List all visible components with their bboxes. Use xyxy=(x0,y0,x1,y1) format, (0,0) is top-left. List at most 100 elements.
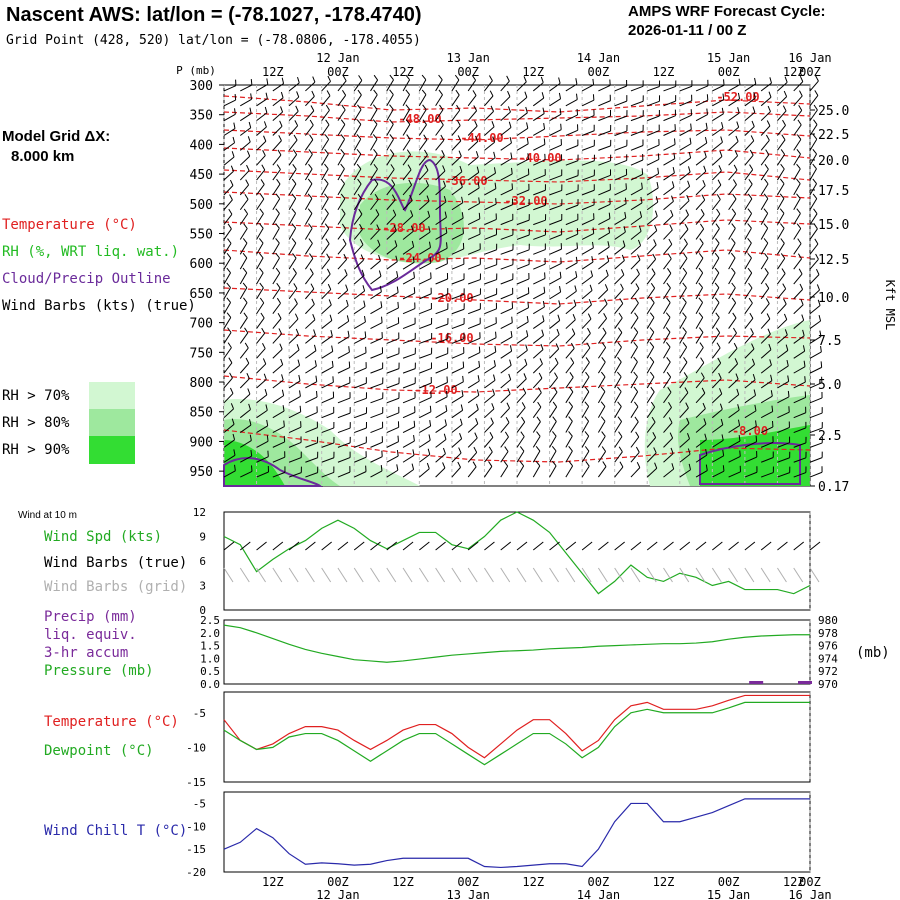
wind-barb xyxy=(663,172,675,181)
wind-barb xyxy=(679,317,687,329)
wind-barb xyxy=(354,397,367,404)
wind-barb xyxy=(467,380,480,389)
wind-barb-flag xyxy=(780,253,786,259)
wind-barb xyxy=(793,335,805,344)
wind-barb-flag xyxy=(737,92,741,99)
wind-barb xyxy=(402,411,416,419)
wind-barb xyxy=(240,440,252,448)
wind-barb xyxy=(646,406,656,418)
wind-barb xyxy=(239,424,252,433)
wind-barb-flag xyxy=(701,194,706,201)
wind-barb-flag xyxy=(804,376,806,383)
wind-barb xyxy=(451,186,463,196)
wind-barb-flag xyxy=(395,255,398,262)
wind-barb xyxy=(614,174,627,181)
wind-barb-flag xyxy=(442,447,446,454)
wind-barb xyxy=(712,113,724,122)
wind-barb xyxy=(288,168,297,181)
wind-barb xyxy=(533,234,546,240)
wind-barb xyxy=(711,213,721,225)
wind-barb xyxy=(614,391,622,404)
wind-barb xyxy=(223,99,236,107)
wind-barb xyxy=(321,397,334,404)
rh80-label: RH > 80% xyxy=(2,415,70,431)
wind-barb xyxy=(288,334,299,344)
wind-barb xyxy=(581,218,595,226)
wind-barb xyxy=(695,156,707,166)
wind-barb xyxy=(516,307,529,315)
wind-barb-flag xyxy=(540,76,544,83)
wind-barb xyxy=(598,203,611,211)
wind-barb xyxy=(663,287,671,300)
wind-barb-flag xyxy=(802,345,806,352)
wind-barb-flag xyxy=(600,371,606,378)
wind-barb-10m xyxy=(272,541,284,551)
wind-barb-flag xyxy=(389,89,394,95)
wind-barb xyxy=(744,111,756,122)
wind-barb-flag xyxy=(751,120,755,127)
wind-barb-flag xyxy=(667,253,672,260)
wind-barb-flag xyxy=(604,298,608,305)
wind-barb-flag xyxy=(571,328,576,335)
wind-barb xyxy=(435,263,448,270)
wind-barb xyxy=(386,338,400,344)
wind-barb-flag xyxy=(429,257,432,264)
wind-barb-flag xyxy=(341,104,346,111)
wind-barb xyxy=(630,302,639,315)
wind-barb xyxy=(239,127,252,136)
wind-barb xyxy=(321,471,334,478)
wind-barb-flag xyxy=(633,342,638,348)
wind-barb-flag xyxy=(685,402,689,409)
wind-barb-flag xyxy=(765,283,770,289)
wind-barb xyxy=(744,364,755,374)
legend-cloud-outline: Cloud/Precip Outline xyxy=(2,271,171,287)
wind-barb xyxy=(272,287,281,300)
windchill-tick-label: -10 xyxy=(186,820,206,833)
date-label-bottom: 14 Jan xyxy=(577,888,620,900)
wind-barb-flag xyxy=(554,372,558,378)
wind-barb-grid xyxy=(484,567,494,583)
wind-barb-flag xyxy=(373,149,378,155)
wind-barb xyxy=(598,189,611,196)
wind-barb xyxy=(516,392,527,404)
wind-barb-flag xyxy=(552,431,557,437)
wind-barb-flag xyxy=(559,286,562,293)
wind-barb-flag xyxy=(458,447,462,454)
wind-barb xyxy=(646,302,655,314)
wind-barb-flag xyxy=(326,253,331,260)
pressure-tick-label: 650 xyxy=(190,287,213,302)
wind-barb xyxy=(581,435,590,448)
wind-barb xyxy=(809,366,822,374)
wind-barb-flag xyxy=(575,93,578,100)
wind-barb xyxy=(353,124,362,136)
wind-barb-flag xyxy=(666,282,671,289)
wind-barb xyxy=(581,304,592,315)
wind-barb xyxy=(451,125,461,136)
date-label-top: 15 Jan xyxy=(707,51,750,65)
precip-tick-label: 0.5 xyxy=(200,665,220,678)
wind-barb xyxy=(321,109,330,121)
wind-barb-flag xyxy=(657,153,660,160)
wind-barb-flag xyxy=(747,267,753,274)
wind-barb-flag xyxy=(229,194,233,201)
wind-barb-flag xyxy=(409,194,413,201)
wind-barb xyxy=(451,140,462,151)
wind-barb-flag xyxy=(687,166,691,173)
wind-barb xyxy=(663,258,672,270)
wind-barb xyxy=(386,322,399,330)
time-label-bottom: 00Z xyxy=(457,875,479,889)
wind-barb-flag xyxy=(570,357,575,364)
wind-barb xyxy=(598,303,608,315)
wind-barb-flag xyxy=(796,163,801,170)
wind-barb-flag xyxy=(375,209,380,215)
wind-barb xyxy=(353,229,363,240)
wind-barb xyxy=(711,378,722,389)
wind-barb xyxy=(435,155,445,166)
wind-barb-flag xyxy=(248,121,252,128)
wind-barb-flag xyxy=(245,357,250,364)
wind-barb xyxy=(402,79,411,92)
wind-barb-flag xyxy=(704,151,707,158)
rh-blob xyxy=(360,182,464,264)
time-label-top: 00Z xyxy=(588,65,610,79)
wind-barb xyxy=(581,450,590,463)
